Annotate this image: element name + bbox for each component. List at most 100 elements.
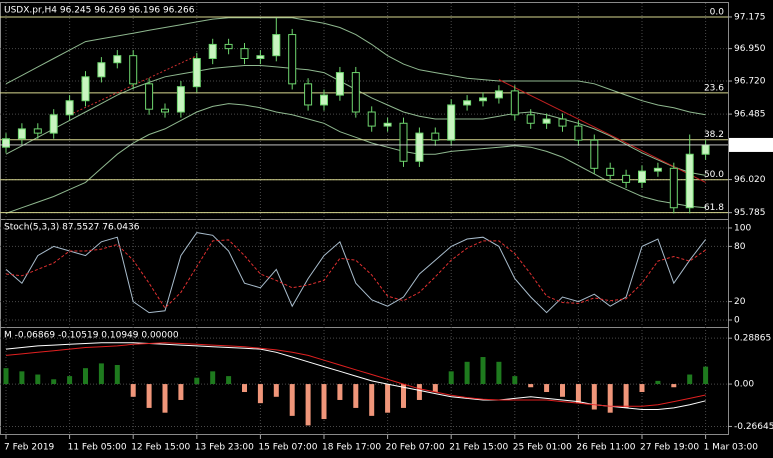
fib-label: 23.6: [704, 83, 724, 93]
candle-body: [447, 104, 456, 141]
candle-body: [351, 72, 360, 113]
y-tick-label: 0.00: [734, 380, 754, 390]
histogram-bar: [432, 384, 438, 393]
candle-body: [240, 48, 249, 59]
x-tick-label: 1 Mar 03:00: [704, 443, 759, 453]
candle-body: [685, 153, 694, 209]
histogram-bar: [655, 380, 661, 385]
x-tick-label: 21 Feb 15:00: [449, 443, 508, 453]
panel-title: USDX.pr,H4 96.245 96.269 96.196 96.266: [4, 6, 195, 16]
candle-body: [176, 86, 185, 113]
histogram-bar: [623, 384, 629, 408]
indicator-line: [5, 232, 706, 314]
histogram-bar: [321, 384, 327, 420]
candle-body: [17, 128, 26, 140]
candle-body: [320, 94, 328, 106]
y-tick-label: 20: [734, 297, 746, 307]
histogram-bar: [401, 384, 406, 408]
histogram-bar: [703, 366, 709, 385]
candle-body: [81, 76, 90, 102]
histogram-bar: [51, 379, 57, 385]
histogram-bar: [67, 376, 73, 385]
candle-body: [431, 132, 440, 141]
candle-body: [113, 55, 122, 64]
candle-body: [463, 100, 472, 106]
histogram-bar: [305, 384, 311, 426]
histogram-bar: [146, 384, 152, 408]
candle-body: [161, 108, 169, 113]
candle-body: [558, 118, 567, 127]
candle-body: [367, 111, 376, 127]
fib-label: 0.0: [710, 7, 725, 17]
indicator-line: [5, 239, 706, 309]
fib-label: 50.0: [704, 170, 724, 180]
histogram-bar: [162, 384, 168, 413]
trendline: [498, 79, 706, 183]
histogram-bar: [210, 371, 216, 385]
histogram-bar: [464, 361, 470, 385]
histogram-bar: [114, 364, 120, 385]
y-tick-label: 96.020: [734, 175, 766, 185]
candle-body: [49, 114, 58, 134]
histogram-bar: [273, 384, 279, 397]
histogram-bar: [337, 384, 343, 400]
candle-body: [638, 170, 646, 183]
histogram-bar: [591, 384, 597, 410]
histogram-bar: [687, 374, 693, 385]
x-tick-label: 18 Feb 17:00: [322, 443, 381, 453]
fib-label: 38.2: [704, 130, 724, 140]
current-price-label: 96.266: [734, 140, 766, 150]
candle-body: [574, 125, 583, 141]
histogram-bar: [544, 384, 550, 393]
x-tick-label: 26 Feb 11:00: [576, 443, 635, 453]
histogram-bar: [289, 384, 295, 416]
candle-body: [335, 72, 344, 96]
x-tick-label: 12 Feb 15:00: [131, 443, 190, 453]
candle-body: [399, 122, 408, 162]
candle-body: [701, 144, 710, 155]
histogram-bar: [3, 368, 9, 385]
candle-body: [33, 128, 42, 134]
candle-body: [208, 43, 217, 59]
panel-frame: [0, 327, 729, 435]
candle-body: [304, 83, 313, 106]
candle-body: [2, 138, 10, 148]
candle-body: [145, 83, 154, 110]
band-upper: [5, 17, 706, 116]
candle-body: [272, 34, 281, 57]
candle-body: [65, 100, 74, 116]
y-tick-label: 100: [734, 223, 751, 233]
x-tick-label: 13 Feb 23:00: [195, 443, 254, 453]
candle-body: [622, 174, 631, 183]
histogram-bar: [671, 384, 677, 388]
x-tick-label: 20 Feb 07:00: [386, 443, 445, 453]
histogram-bar: [242, 384, 247, 393]
x-tick-label: 25 Feb 01:00: [513, 443, 572, 453]
histogram-bar: [178, 384, 184, 400]
histogram-bar: [528, 384, 534, 388]
y-tick-label: 0.28865: [734, 334, 771, 344]
histogram-bar: [480, 357, 486, 385]
candle-body: [669, 167, 678, 209]
candle-body: [97, 62, 106, 78]
candle-body: [494, 90, 503, 99]
candle-body: [192, 58, 201, 88]
y-tick-label: 95.785: [734, 208, 766, 218]
y-tick-label: 80: [734, 242, 746, 252]
candle-body: [542, 118, 551, 124]
y-tick-label: 96.720: [734, 77, 766, 87]
x-tick-label: 7 Feb 2019: [4, 443, 55, 453]
histogram-bar: [496, 361, 502, 385]
candle-body: [383, 122, 392, 127]
candle-body: [129, 55, 138, 85]
candle-body: [415, 132, 424, 162]
histogram-bar: [575, 384, 581, 404]
histogram-bar: [416, 384, 422, 400]
band-lower: [5, 103, 706, 214]
histogram-bar: [194, 377, 200, 385]
histogram-bar: [607, 384, 613, 413]
candle-body: [224, 43, 233, 50]
candle-body: [510, 90, 519, 116]
